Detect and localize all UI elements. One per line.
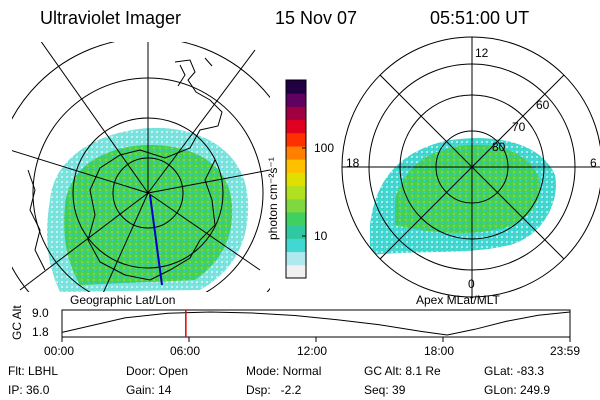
mlt-label-18: 18 — [346, 156, 360, 170]
magnetic-map — [341, 36, 600, 298]
time-label: 05:51:00 UT — [430, 8, 530, 28]
ground-track — [149, 194, 163, 286]
colorbar-swatch — [286, 146, 306, 160]
meridian — [19, 192, 149, 291]
colorbar-swatch — [286, 172, 306, 187]
colorbar-tick-100: 100 — [314, 141, 335, 155]
colorbar-frame — [285, 79, 307, 279]
door-label: Door: Open — [126, 364, 189, 378]
colorbar-swatch — [286, 212, 306, 226]
colorbar-swatch — [286, 264, 306, 279]
altitude-plot — [61, 309, 571, 342]
colorbar-swatch — [286, 251, 306, 266]
colorbar-swatch — [286, 225, 306, 239]
plot-xtick: 23:59 — [550, 344, 581, 358]
plot-xtick: 12:00 — [297, 344, 328, 358]
colorbar-unit-label: photon cm⁻²s⁻¹ — [266, 157, 280, 240]
instrument-title: Ultraviolet Imager — [40, 8, 182, 28]
mlt-line-diagonal — [379, 74, 565, 260]
meridian — [103, 192, 149, 292]
meridian — [147, 192, 261, 271]
colorbar-swatch — [286, 185, 306, 200]
ip-label: IP: 36.0 — [8, 383, 50, 397]
colorbar-swatch — [286, 93, 306, 107]
mlt-label-0: 0 — [468, 277, 475, 291]
plot-ylabel: GC Alt — [10, 305, 24, 340]
colorbar-swatch — [286, 198, 306, 213]
coastline — [87, 59, 223, 281]
coastline — [27, 57, 213, 271]
plot-frame — [61, 309, 571, 338]
meridian — [40, 42, 149, 194]
gain-label: Gain: 14 — [126, 383, 172, 397]
mlat-label-60: 60 — [536, 98, 550, 112]
meridian — [147, 169, 270, 194]
plot-xtick: 06:00 — [170, 344, 201, 358]
date-label: 15 Nov 07 — [275, 8, 358, 28]
altitude-series-line — [61, 311, 571, 336]
colorbar-swatch — [286, 119, 306, 134]
right-map-caption: Apex MLat/MLT — [416, 293, 500, 307]
meridian — [12, 150, 149, 194]
colorbar-swatch — [286, 238, 306, 253]
meridian — [147, 49, 256, 194]
colorbar-swatch — [286, 80, 306, 94]
mode-label: Mode: Normal — [246, 364, 322, 378]
dsp-label: Dsp: -2.2 — [246, 383, 302, 397]
colorbar-swatch — [286, 159, 306, 173]
filter-label: Flt: LBHL — [8, 364, 59, 378]
gc-alt-label: GC Alt: 8.1 Re — [364, 364, 441, 378]
mlt-label-6: 6 — [590, 156, 597, 170]
glon-label: GLon: 249.9 — [484, 383, 551, 397]
colorbar-swatch — [286, 106, 306, 121]
colorbar — [285, 79, 307, 279]
geographic-map — [12, 42, 270, 292]
colorbar-tick-10: 10 — [314, 229, 328, 243]
plot-ytick-min: 1.8 — [32, 325, 49, 339]
glat-label: GLat: -83.3 — [484, 364, 545, 378]
plot-ytick-max: 9.0 — [32, 306, 49, 320]
colorbar-swatch — [286, 132, 306, 147]
seq-label: Seq: 39 — [364, 383, 406, 397]
mlat-label-80: 80 — [492, 140, 506, 154]
left-map-caption: Geographic Lat/Lon — [70, 293, 176, 307]
plot-xtick: 00:00 — [44, 344, 75, 358]
mlt-label-12: 12 — [475, 46, 489, 60]
plot-xtick: 18:00 — [424, 344, 455, 358]
mlat-label-70: 70 — [512, 120, 526, 134]
